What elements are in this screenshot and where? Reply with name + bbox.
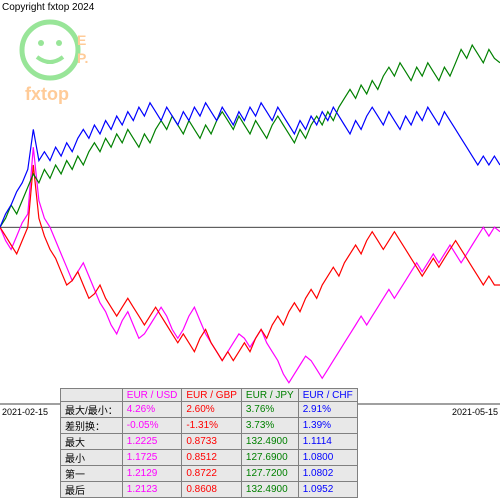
- table-cell: 3.76%: [241, 402, 298, 418]
- table-cell: 132.4900: [241, 434, 298, 450]
- table-cell: 1.39%: [298, 418, 357, 434]
- currency-chart: [0, 5, 500, 405]
- table-corner: [61, 389, 123, 402]
- table-cell: 0.8608: [182, 482, 242, 498]
- table-cell: 1.2129: [122, 466, 182, 482]
- table-cell: 4.26%: [122, 402, 182, 418]
- table-cell: 1.2225: [122, 434, 182, 450]
- table-cell: 2.91%: [298, 402, 357, 418]
- table-cell: 2.60%: [182, 402, 242, 418]
- table-row-header: 最大: [61, 434, 123, 450]
- table-row-header: 最大/最小：: [61, 402, 123, 418]
- table-cell: 127.7200: [241, 466, 298, 482]
- table-cell: 0.8512: [182, 450, 242, 466]
- table-row-header: 第一: [61, 466, 123, 482]
- table-cell: 1.0800: [298, 450, 357, 466]
- x-axis-end: 2021-05-15: [452, 407, 498, 417]
- table-row-header: 最小: [61, 450, 123, 466]
- table-col-header: EUR / USD: [122, 389, 182, 402]
- table-col-header: EUR / JPY: [241, 389, 298, 402]
- currency-table: EUR / USDEUR / GBPEUR / JPYEUR / CHF 最大/最…: [60, 388, 358, 498]
- table-cell: 1.0952: [298, 482, 357, 498]
- table-cell: 1.2123: [122, 482, 182, 498]
- table-col-header: EUR / GBP: [182, 389, 242, 402]
- table-cell: 132.4900: [241, 482, 298, 498]
- table-cell: 3.73%: [241, 418, 298, 434]
- table-col-header: EUR / CHF: [298, 389, 357, 402]
- table-cell: -0.05%: [122, 418, 182, 434]
- table-cell: 1.1725: [122, 450, 182, 466]
- table-cell: 127.6900: [241, 450, 298, 466]
- table-row-header: 差别换：: [61, 418, 123, 434]
- table-cell: 1.1114: [298, 434, 357, 450]
- table-cell: -1.31%: [182, 418, 242, 434]
- table-row-header: 最后: [61, 482, 123, 498]
- table-cell: 0.8722: [182, 466, 242, 482]
- table-cell: 0.8733: [182, 434, 242, 450]
- table-cell: 1.0802: [298, 466, 357, 482]
- x-axis-start: 2021-02-15: [2, 407, 48, 417]
